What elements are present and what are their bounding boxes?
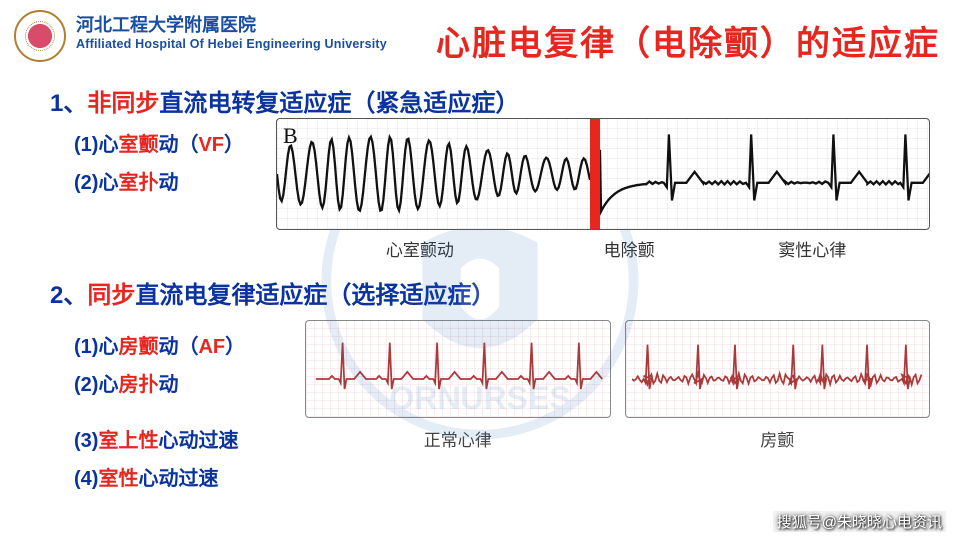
ecg1-post-segment [600,119,929,229]
ecg2-figures: 正常心律 房颤 [305,320,930,451]
ecg1-label-vf: 心室颤动 [276,236,564,261]
ecg2-af-label: 房颤 [625,426,931,451]
ecg2-nsr-label: 正常心律 [305,426,611,451]
org-name-en: Affiliated Hospital Of Hebei Engineering… [76,37,387,53]
ecg1-label-nsr: 窦性心律 [695,236,930,261]
slide-body: 1、非同步直流电转复适应症（紧急适应症） (1)心室颤动（VF） (2)心室扑动… [0,65,960,498]
org-name: 河北工程大学附属医院 Affiliated Hospital Of Hebei … [76,10,387,52]
ecg1-label-shock: 电除颤 [564,236,695,261]
hospital-logo-icon [14,10,66,62]
section2-heading: 2、同步直流电复律适应症（选择适应症） [50,275,930,310]
section1-items: (1)心室颤动（VF） (2)心室扑动 [50,126,270,202]
ecg1-shock-bar [590,119,600,229]
section1-item-1: (1)心室颤动（VF） [74,126,270,164]
ecg2-panel-nsr: 正常心律 [305,320,611,451]
section2-items: (1)心房颤动（AF） (2)心房扑动 (3)室上性心动过速 (4)室性心动过速 [50,328,305,498]
ecg1-vf-segment [277,119,590,229]
ecg1-strip: B [276,118,930,230]
ecg1-figure: B 心室颤动 电除颤 窦性心律 [276,118,930,261]
section2-item-4: (4)室性心动过速 [74,460,305,498]
ecg2-af-box [625,320,931,418]
section1-heading: 1、非同步直流电转复适应症（紧急适应症） [50,83,930,118]
slide-title: 心脏电复律（电除颤）的适应症 [387,10,940,65]
ecg2-panel-af: 房颤 [625,320,931,451]
header: 河北工程大学附属医院 Affiliated Hospital Of Hebei … [0,0,960,65]
section1-item-2: (2)心室扑动 [74,164,270,202]
ecg2-nsr-box [305,320,611,418]
section2-item-2: (2)心房扑动 [74,366,305,404]
section2-item-3: (3)室上性心动过速 [74,422,305,460]
credit-watermark: 搜狐号@朱晓晓心电资讯 [773,511,946,532]
ecg1-labels: 心室颤动 电除颤 窦性心律 [276,236,930,261]
section2-item-1: (1)心房颤动（AF） [74,328,305,366]
org-name-cn: 河北工程大学附属医院 [76,14,387,37]
